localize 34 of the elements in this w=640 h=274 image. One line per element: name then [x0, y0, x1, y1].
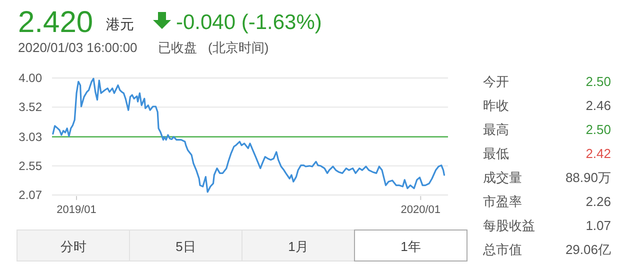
y-tick-label: 2.07: [18, 188, 42, 202]
category-label: 昨收: [483, 98, 509, 113]
category-label: 最低: [483, 146, 509, 161]
category-label: 最高: [483, 122, 509, 137]
text: 已收盘: [158, 40, 197, 55]
text: 1年: [400, 239, 421, 254]
line-series: [52, 78, 446, 193]
text: -0.040 (-1.63%): [176, 11, 322, 34]
category-label: 成交量: [483, 170, 522, 185]
text: 2.46: [586, 98, 611, 113]
text: (北京时间): [208, 40, 269, 55]
y-tick-label: 3.52: [18, 100, 42, 114]
text: 1.07: [586, 218, 611, 233]
text: 2020/01/03 16:00:00: [18, 40, 138, 55]
y-tick-label: 4.00: [18, 71, 42, 85]
text: 5日: [176, 239, 196, 254]
x-tick-label: 2020/01: [400, 204, 441, 216]
text: 2.26: [586, 194, 611, 209]
category-label: 市盈率: [483, 194, 522, 209]
text: 1月: [288, 239, 308, 254]
text: 88.90万: [565, 170, 611, 185]
y-tick-label: 3.03: [18, 130, 42, 144]
text: 港元: [106, 16, 134, 32]
text: 29.06亿: [565, 242, 611, 257]
category-label: 今开: [483, 74, 509, 89]
text: 2.420: [18, 6, 94, 39]
text: 2.50: [586, 122, 611, 137]
y-tick-label: 2.55: [18, 158, 42, 173]
text: 分时: [60, 239, 86, 254]
x-tick-label: 2019/01: [56, 204, 96, 216]
category-label: 总市值: [482, 242, 522, 257]
text: 2.50: [586, 74, 611, 89]
text: 2.42: [586, 146, 611, 161]
category-label: 每股收益: [483, 218, 535, 233]
